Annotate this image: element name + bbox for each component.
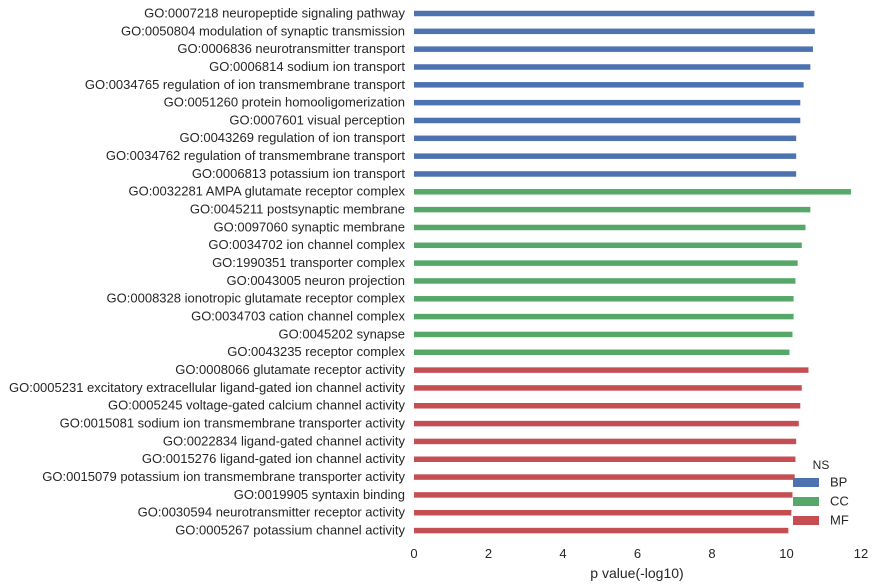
bars-layer <box>414 10 851 534</box>
bar-go-0006813 <box>414 171 797 177</box>
bar-go-0006814 <box>414 64 811 70</box>
category-label: GO:0032281 AMPA glutamate receptor compl… <box>128 184 405 199</box>
category-label: GO:0019905 syntaxin binding <box>234 487 405 502</box>
bar-go-0006836 <box>414 46 813 52</box>
x-axis: 0 2 4 6 8 10 12 <box>410 546 868 561</box>
category-label: GO:0007601 visual perception <box>229 112 405 127</box>
category-label: GO:0043269 regulation of ion transport <box>180 130 406 145</box>
category-label: GO:0034703 cation channel complex <box>191 309 405 324</box>
x-tick-label: 4 <box>559 546 566 561</box>
category-label: GO:0008328 ionotropic glutamate receptor… <box>107 291 406 306</box>
bar-go-1990351 <box>414 260 798 266</box>
bar-go-0008328 <box>414 296 794 302</box>
legend: NS BP CC MF <box>793 458 849 527</box>
bar-go-0008066 <box>414 367 809 373</box>
bar-go-0005231 <box>414 385 802 391</box>
bar-go-0015079 <box>414 474 795 480</box>
category-label: GO:0045211 postsynaptic membrane <box>190 202 405 217</box>
bar-go-0015081 <box>414 420 799 427</box>
bar-go-0005245 <box>414 403 801 409</box>
legend-title: NS <box>813 458 830 472</box>
x-tick-label: 8 <box>708 546 715 561</box>
category-label: GO:0034765 regulation of ion transmembra… <box>85 77 406 92</box>
legend-label-cc: CC <box>830 493 849 508</box>
bar-go-0043005 <box>414 278 796 284</box>
bar-go-0030594 <box>414 509 792 516</box>
bar-go-0034702 <box>414 242 802 249</box>
category-label: GO:0034762 regulation of transmembrane t… <box>106 148 406 163</box>
category-label: GO:0034702 ion channel complex <box>208 237 405 252</box>
category-label: GO:0051260 protein homooligomerization <box>164 95 405 110</box>
bar-go-0032281 <box>414 189 851 195</box>
bar-go-0019905 <box>414 492 793 498</box>
category-label: GO:0005267 potassium channel activity <box>175 523 405 538</box>
category-label: GO:0045202 synapse <box>279 326 405 341</box>
x-axis-title: p value(-log10) <box>590 565 683 581</box>
legend-swatch-mf <box>793 516 819 525</box>
bar-go-0043269 <box>414 135 797 142</box>
category-label: GO:0097060 synaptic membrane <box>214 219 406 234</box>
category-label: GO:0043235 receptor complex <box>227 344 405 359</box>
legend-swatch-bp <box>793 478 819 487</box>
category-label: GO:0043005 neuron projection <box>226 273 405 288</box>
bar-go-0034765 <box>414 82 804 88</box>
bar-go-0034762 <box>414 153 797 159</box>
category-label: GO:0005231 excitatory extracellular liga… <box>9 380 406 395</box>
category-label: GO:1990351 transporter complex <box>212 255 405 270</box>
category-label: GO:0015276 ligand-gated ion channel acti… <box>142 451 406 466</box>
category-label: GO:0006814 sodium ion transport <box>209 59 405 74</box>
bar-go-0050804 <box>414 28 815 35</box>
bar-go-0005267 <box>414 527 789 534</box>
category-labels: GO:0007218 neuropeptide signaling pathwa… <box>9 5 406 537</box>
category-label: GO:0005245 voltage-gated calcium channel… <box>108 398 406 413</box>
legend-label-bp: BP <box>830 474 847 489</box>
category-label: GO:0030594 neurotransmitter receptor act… <box>138 505 406 520</box>
bar-go-0034703 <box>414 313 794 320</box>
x-tick-label: 10 <box>779 546 793 561</box>
x-tick-label: 0 <box>410 546 417 561</box>
bar-go-0022834 <box>414 438 797 445</box>
bar-go-0007218 <box>414 10 815 17</box>
x-tick-label: 6 <box>634 546 641 561</box>
bar-go-0007601 <box>414 117 801 124</box>
bar-go-0043235 <box>414 349 790 356</box>
bar-go-0097060 <box>414 224 806 231</box>
category-label: GO:0050804 modulation of synaptic transm… <box>121 23 405 38</box>
x-tick-label: 2 <box>485 546 492 561</box>
category-label: GO:0015079 potassium ion transmembrane t… <box>42 469 405 484</box>
bar-go-0051260 <box>414 99 801 106</box>
category-label: GO:0008066 glutamate receptor activity <box>175 362 405 377</box>
legend-label-mf: MF <box>830 512 849 527</box>
x-tick-label: 12 <box>854 546 868 561</box>
category-label: GO:0006836 neurotransmitter transport <box>177 41 405 56</box>
bar-go-0015276 <box>414 456 796 462</box>
category-label: GO:0007218 neuropeptide signaling pathwa… <box>144 5 405 20</box>
bar-go-0045211 <box>414 206 811 213</box>
category-label: GO:0006813 potassium ion transport <box>192 166 406 181</box>
bar-go-0045202 <box>414 331 793 338</box>
category-label: GO:0022834 ligand-gated channel activity <box>163 433 406 448</box>
legend-swatch-cc <box>793 497 819 506</box>
category-label: GO:0015081 sodium ion transmembrane tran… <box>60 416 406 431</box>
